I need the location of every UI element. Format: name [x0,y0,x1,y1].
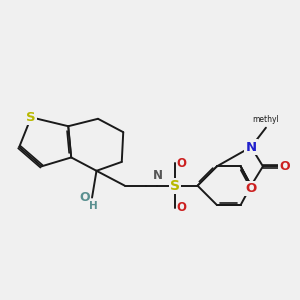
Text: N: N [245,140,256,154]
Text: N: N [153,169,163,182]
Text: S: S [26,111,36,124]
Text: O: O [245,182,257,195]
Text: O: O [177,157,187,170]
Text: O: O [177,202,187,214]
Text: H: H [153,173,159,182]
Text: O: O [79,191,90,204]
Text: H: H [89,202,98,212]
Text: methyl: methyl [253,115,279,124]
Text: O: O [279,160,290,173]
Text: S: S [170,179,180,193]
